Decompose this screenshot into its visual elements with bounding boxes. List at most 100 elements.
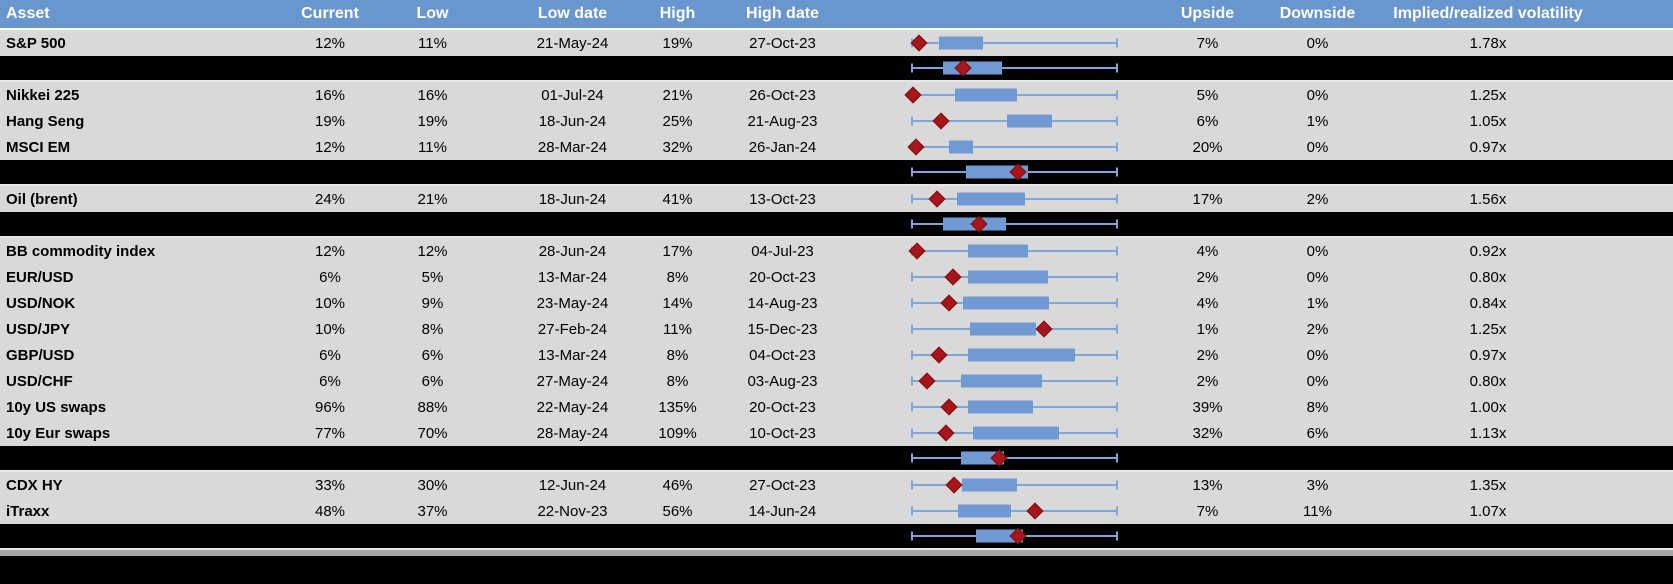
whisker-cap-right-icon	[1116, 506, 1118, 516]
high-date: 13-Oct-23	[749, 190, 816, 208]
whisker-cap-right-icon	[1116, 194, 1118, 204]
downside-value: 0%	[1306, 372, 1329, 390]
upside-value: 2%	[1196, 372, 1219, 390]
low-value: 5%	[421, 268, 444, 286]
header-low: Low	[416, 5, 449, 22]
whisker-cap-left-icon	[911, 219, 913, 229]
range-boxplot	[860, 524, 1140, 548]
header-current: Current	[301, 5, 359, 22]
boxplot-axis	[911, 342, 1118, 368]
table-row: USD/JPY 10% 8% 27-Feb-24 11% 15-Dec-23 1…	[0, 316, 1673, 342]
interquartile-box	[958, 504, 1011, 518]
header-downside: Downside	[1279, 5, 1356, 22]
low-value: 70%	[417, 424, 448, 442]
whisker-cap-right-icon	[1116, 90, 1118, 100]
whisker-cap-left-icon	[911, 480, 913, 490]
boxplot-axis	[911, 316, 1118, 342]
whisker-cap-right-icon	[1116, 272, 1118, 282]
implied-realized-ratio: 0.97x	[1469, 138, 1507, 156]
whisker-cap-left-icon	[911, 63, 913, 73]
downside-value: 1%	[1306, 112, 1329, 130]
current-value: 6%	[319, 268, 341, 286]
current-marker-diamond-icon	[928, 190, 946, 208]
low-value: 37%	[417, 502, 448, 520]
low-date: 13-Mar-24	[537, 268, 608, 286]
range-boxplot	[860, 394, 1140, 420]
boxplot-axis	[911, 264, 1118, 290]
whisker-cap-right-icon	[1116, 428, 1118, 438]
header-asset: Asset	[6, 5, 50, 22]
high-date: 14-Aug-23	[747, 294, 818, 312]
whisker-cap-left-icon	[911, 116, 913, 126]
low-date: 12-Jun-24	[538, 476, 607, 494]
current-marker-diamond-icon	[1026, 502, 1044, 520]
table-row	[0, 212, 1673, 238]
implied-realized-ratio: 1.00x	[1469, 398, 1507, 416]
whisker-cap-left-icon	[911, 298, 913, 308]
asset-label: 10y US swaps	[6, 398, 107, 416]
current-value: 33%	[314, 476, 346, 494]
interquartile-box	[942, 61, 1002, 75]
low-value: 21%	[417, 190, 448, 208]
high-date: 03-Aug-23	[747, 372, 818, 390]
upside-value: 1%	[1196, 320, 1219, 338]
asset-label: iTraxx	[6, 502, 50, 520]
whisker-cap-right-icon	[1116, 219, 1118, 229]
boxplot-axis	[904, 82, 1118, 108]
high-value: 41%	[662, 190, 693, 208]
range-boxplot	[860, 446, 1140, 470]
boxplot-axis	[911, 446, 1118, 470]
table-row	[0, 160, 1673, 186]
current-marker-diamond-icon	[907, 138, 925, 156]
implied-realized-ratio: 1.78x	[1469, 34, 1507, 52]
boxplot-axis	[911, 498, 1118, 524]
range-boxplot	[860, 56, 1140, 80]
boxplot-axis	[911, 186, 1118, 212]
boxplot-axis	[911, 56, 1118, 80]
whisker-line	[912, 67, 1117, 69]
whisker-cap-right-icon	[1116, 453, 1118, 463]
interquartile-box	[967, 400, 1033, 414]
range-boxplot	[860, 498, 1140, 524]
upside-value: 2%	[1196, 268, 1219, 286]
low-value: 6%	[421, 346, 444, 364]
current-value: 12%	[314, 138, 346, 156]
table-row: iTraxx 48% 37% 22-Nov-23 56% 14-Jun-24 7…	[0, 498, 1673, 524]
range-boxplot	[860, 316, 1140, 342]
implied-realized-ratio: 0.80x	[1469, 268, 1507, 286]
asset-label: Nikkei 225	[6, 86, 80, 104]
asset-label: Oil (brent)	[6, 190, 78, 208]
range-boxplot	[860, 82, 1140, 108]
bottom-black-band	[0, 556, 1673, 584]
current-marker-diamond-icon	[944, 268, 962, 286]
low-value: 11%	[418, 138, 447, 156]
high-value: 14%	[662, 294, 693, 312]
boxplot-axis	[911, 108, 1118, 134]
whisker-cap-left-icon	[911, 272, 913, 282]
high-value: 19%	[662, 34, 693, 52]
implied-realized-ratio: 1.13x	[1469, 424, 1507, 442]
boxplot-axis	[911, 290, 1118, 316]
interquartile-box	[948, 140, 974, 154]
table-row: Oil (brent) 24% 21% 18-Jun-24 41% 13-Oct…	[0, 186, 1673, 212]
whisker-cap-right-icon	[1116, 63, 1118, 73]
whisker-line	[912, 223, 1117, 225]
whisker-cap-left-icon	[911, 194, 913, 204]
table-row: CDX HY 33% 30% 12-Jun-24 46% 27-Oct-23 1…	[0, 472, 1673, 498]
low-date: 01-Jul-24	[541, 86, 604, 104]
high-value: 11%	[663, 320, 692, 338]
upside-value: 4%	[1196, 242, 1219, 260]
table-row	[0, 56, 1673, 82]
low-date: 27-May-24	[536, 372, 609, 390]
table-body: S&P 500 12% 11% 21-May-24 19% 27-Oct-23 …	[0, 30, 1673, 550]
low-value: 8%	[421, 320, 444, 338]
high-date: 10-Oct-23	[749, 424, 816, 442]
current-marker-diamond-icon	[940, 398, 958, 416]
whisker-cap-right-icon	[1116, 38, 1118, 48]
boxplot-axis	[911, 472, 1118, 498]
whisker-cap-right-icon	[1116, 531, 1118, 541]
downside-value: 0%	[1306, 138, 1329, 156]
asset-label: USD/NOK	[6, 294, 76, 312]
range-boxplot	[860, 134, 1140, 160]
low-date: 22-May-24	[536, 398, 609, 416]
